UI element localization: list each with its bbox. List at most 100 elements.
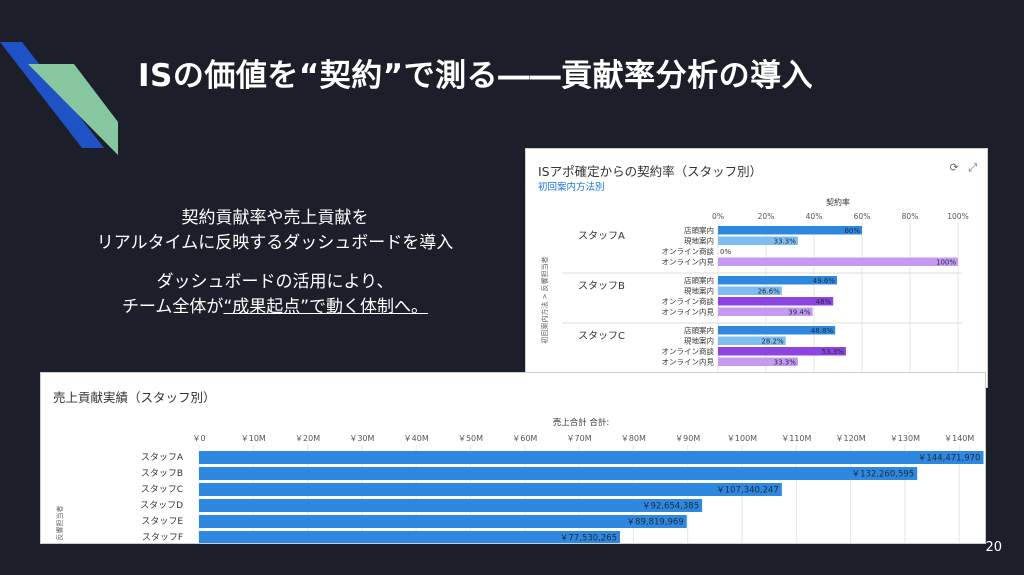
decorative-stripes — [0, 42, 118, 155]
chart1-category-label: 現地案内 — [684, 286, 714, 296]
chart2-x-tick-label: ￥130M — [890, 434, 920, 443]
chart1-data-label: 0% — [720, 248, 731, 256]
chart1-x-axis-title: 契約率 — [826, 197, 850, 207]
chart1-data-label: 100% — [936, 259, 956, 267]
chart1-x-tick-label: 0% — [712, 212, 724, 221]
description-line-3: ダッシュボードの活用により、 — [156, 272, 394, 292]
chart1-bar — [718, 297, 834, 306]
chart1-data-label: 33.3% — [774, 238, 797, 246]
chart1-category-label: 店頭案内 — [684, 325, 714, 335]
green-stripe — [28, 64, 118, 155]
description-line-1: 契約貢献率や売上貢献を — [181, 208, 369, 228]
chart1-category-label: オンライン商談 — [662, 246, 715, 256]
contract-rate-chart: 契約率 0% 20% 40% 60% 80% 100% 初回案内方法 > 反響担当者 スタッフA… — [538, 197, 969, 386]
chart1-category-label: オンライン商談 — [662, 346, 715, 356]
chart2-bar — [199, 499, 703, 512]
chart2-x-tick-label: ￥100M — [727, 434, 757, 443]
chart1-category-label: オンライン商談 — [662, 296, 715, 306]
chart1-x-tick-label: 80% — [902, 212, 919, 221]
sales-contribution-chart: 売上合計 合計: ￥0 ￥10M ￥20M ￥30M ￥40M ￥50M ￥60M ￥70M ￥8… — [55, 417, 984, 544]
chart2-x-tick-label: ￥20M — [295, 434, 320, 443]
chart1-data-label: 60% — [844, 227, 860, 235]
chart1-bar — [718, 236, 798, 245]
chart2-y-axis-title: 反響担当者 — [55, 506, 64, 541]
page-number: 20 — [985, 540, 1002, 555]
chart2-x-tick-label: ￥10M — [241, 434, 266, 443]
chart1-bar — [718, 357, 798, 366]
chart2-category-label: スタッフA — [141, 452, 184, 463]
contract-rate-chart-card: ISアポ確定からの契約率（スタッフ別） 初回案内方法別 ⟳ ⤢ 契約率 0% 20%… — [525, 148, 988, 388]
chart2-category-label: スタッフD — [140, 500, 183, 511]
refresh-icon[interactable]: ⟳ — [949, 161, 959, 174]
description-line-4-prefix: チーム全体が — [121, 297, 224, 317]
chart2-x-tick-label: ￥140M — [944, 434, 974, 443]
sales-contribution-chart-card: 売上貢献実績（スタッフ別） 売上合計 合計: ￥0 ￥10M ￥20M ￥30M ￥40M… — [40, 372, 986, 544]
chart1-bar — [718, 326, 836, 335]
chart1-bar — [718, 276, 838, 285]
chart1-bar — [718, 257, 958, 266]
chart1-title: ISアポ確定からの契約率（スタッフ別） — [538, 164, 763, 179]
chart2-data-label: ￥89,819,969 — [627, 518, 684, 528]
chart1-category-label: オンライン内見 — [662, 357, 715, 367]
chart2-x-tick-label: ￥90M — [675, 434, 700, 443]
chart2-data-label: ￥92,654,385 — [642, 502, 699, 512]
description-paragraph-2: ダッシュボードの活用により、 チーム全体が“成果起点”で動く体制へ。 — [70, 270, 480, 320]
emphasis-text: “成果起点”で動く体制へ。 — [223, 297, 429, 317]
description-paragraph-1: 契約貢献率や売上貢献を リアルタイムに反映するダッシュボードを導入 — [70, 206, 480, 256]
chart2-category-label: スタッフC — [141, 484, 183, 495]
chart2-data-label: ￥77,530,265 — [560, 534, 617, 544]
chart1-data-label: 39.4% — [788, 309, 811, 317]
chart1-category-label: 店頭案内 — [684, 225, 714, 235]
chart1-category-label: オンライン内見 — [662, 257, 715, 267]
chart1-group-label: スタッフA — [578, 230, 625, 242]
chart1-x-tick-label: 20% — [758, 212, 775, 221]
chart2-x-tick-label: ￥60M — [512, 434, 537, 443]
chart2-category-label: スタッフF — [142, 532, 183, 543]
chart2-x-tick-label: ￥120M — [836, 434, 866, 443]
chart2-x-axis-title: 売上合計 合計: — [553, 417, 610, 428]
chart1-data-label: 48.8% — [811, 327, 834, 335]
chart2-category-label: スタッフB — [141, 468, 183, 479]
chart2-x-tick-label: ￥70M — [567, 434, 592, 443]
chart1-y-axis-title: 初回案内方法 > 反響担当者 — [540, 256, 549, 343]
chart2-data-label: ￥132,260,595 — [852, 470, 915, 480]
chart2-x-tick-label: ￥30M — [349, 434, 374, 443]
chart2-x-tick-label: ￥80M — [621, 434, 646, 443]
chart1-category-label: 店頭案内 — [684, 275, 714, 285]
chart1-data-label: 53.3% — [822, 348, 845, 356]
slide-title: ISの価値を“契約”で測る――貢献率分析の導入 — [138, 58, 814, 94]
chart1-bar — [718, 347, 846, 356]
chart1-data-label: 49.6% — [813, 277, 836, 285]
blue-stripe — [0, 42, 104, 148]
chart1-data-label: 26.6% — [758, 288, 781, 296]
chart1-group-label: スタッフB — [578, 280, 625, 292]
chart2-x-tick-label: ￥50M — [458, 434, 483, 443]
chart2-category-label: スタッフE — [141, 516, 183, 527]
chart1-category-label: オンライン内見 — [662, 307, 715, 317]
description-line-4: チーム全体が“成果起点”で動く体制へ。 — [70, 295, 480, 320]
chart1-toolbar: ⟳ ⤢ — [943, 161, 977, 175]
chart1-category-label: 現地案内 — [684, 236, 714, 246]
chart1-x-tick-label: 100% — [947, 212, 968, 221]
chart2-x-tick-label: ￥110M — [781, 434, 811, 443]
chart1-data-label: 33.3% — [774, 359, 797, 367]
chart1-bar — [718, 336, 786, 345]
chart1-data-label: 28.2% — [761, 338, 784, 346]
chart2-x-tick-label: ￥40M — [404, 434, 429, 443]
chart2-bar — [199, 515, 687, 528]
chart1-x-tick-label: 60% — [854, 212, 871, 221]
description-line-2: リアルタイムに反映するダッシュボードを導入 — [96, 233, 454, 253]
chart2-bar — [199, 483, 782, 496]
chart2-data-label: ￥107,340,247 — [716, 486, 779, 496]
chart1-category-label: 現地案内 — [684, 336, 714, 346]
chart1-bar — [718, 307, 813, 316]
chart2-data-label: ￥144,471,970 — [918, 454, 981, 464]
chart2-x-tick-label: ￥0 — [192, 434, 205, 443]
chart2-bar — [199, 467, 918, 480]
chart2-bar — [199, 451, 984, 464]
chart2-bar — [199, 531, 620, 543]
chart1-group-label: スタッフC — [578, 330, 625, 342]
chart1-x-tick-label: 40% — [806, 212, 823, 221]
expand-icon[interactable]: ⤢ — [968, 161, 977, 174]
chart1-bar — [718, 226, 862, 235]
